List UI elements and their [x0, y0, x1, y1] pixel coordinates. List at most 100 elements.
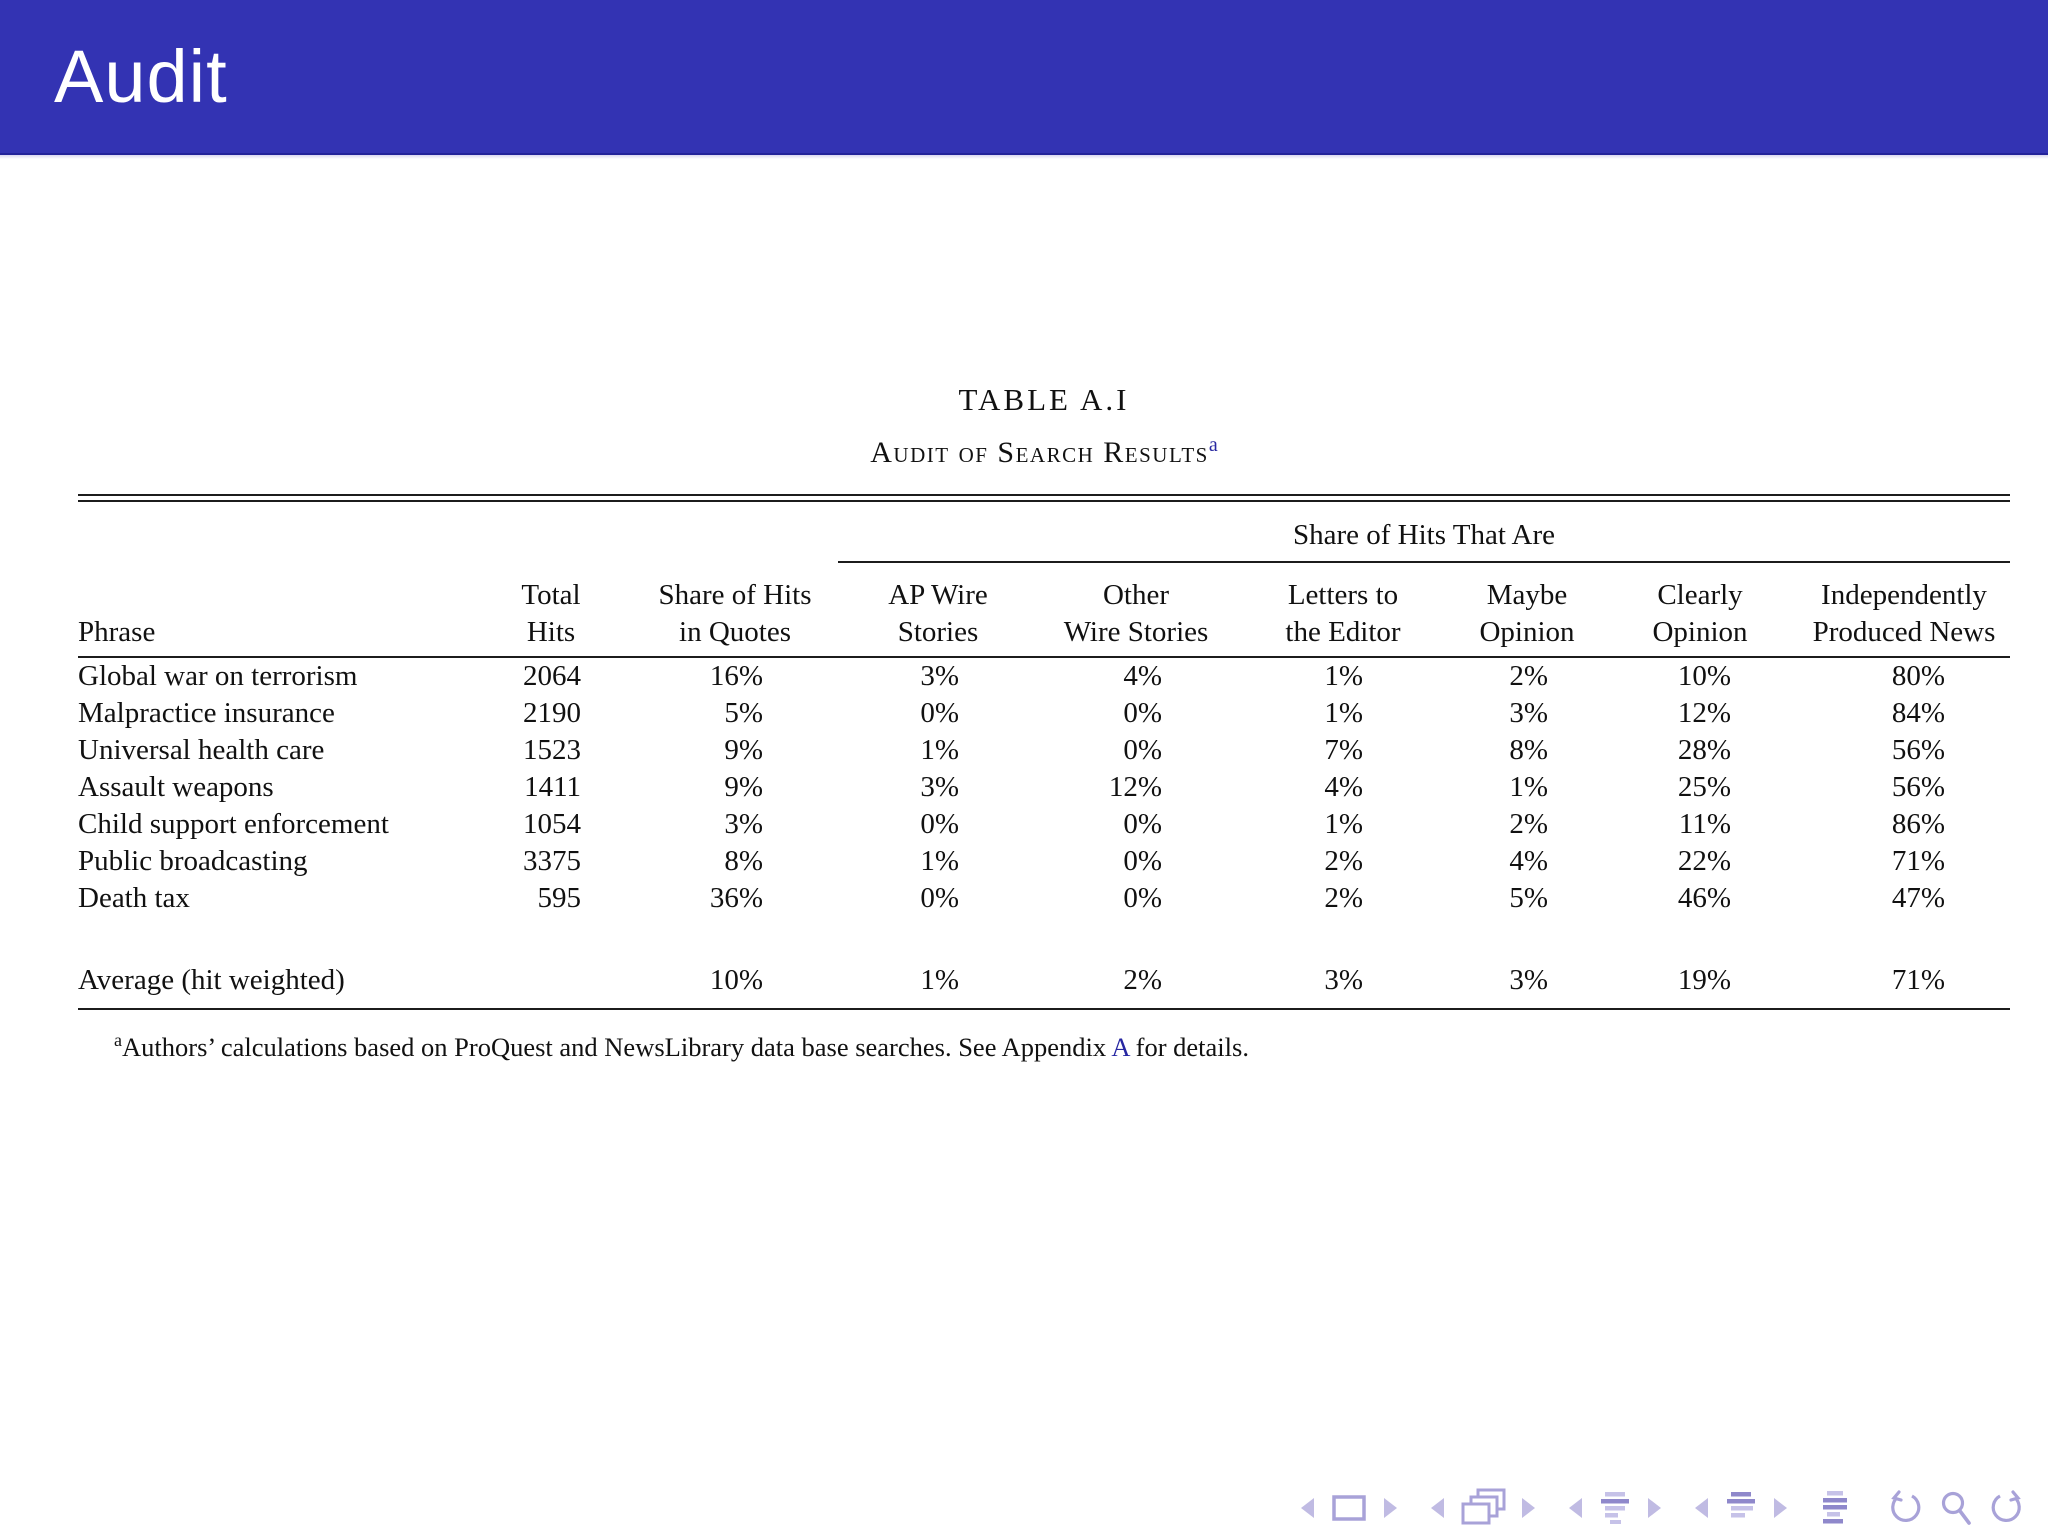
value-cell: 0% [1123, 697, 1162, 729]
value-cell: 4% [1123, 660, 1162, 692]
subsection-nav-group [1568, 1491, 1662, 1525]
value-cell: 7% [1324, 734, 1363, 766]
frame-next-icon[interactable] [1521, 1497, 1536, 1519]
column-header: Independently Produced News [1798, 562, 2010, 658]
value-cell: 2% [1509, 808, 1548, 840]
column-header: Clearly Opinion [1602, 562, 1798, 658]
column-header-row: Phrase Total Hits Share of Hits in Quotes AP … [78, 562, 2010, 658]
value-cell: 5% [1509, 882, 1548, 914]
value-cell: 1% [1509, 771, 1548, 803]
value-cell: 3375 [523, 845, 581, 877]
average-label-cell: Average (hit weighted) [78, 947, 470, 1010]
value-cell: 0% [920, 882, 959, 914]
column-header: Letters to the Editor [1234, 562, 1452, 658]
average-value-cell: 10% [632, 947, 838, 1010]
back-icon[interactable] [1886, 1489, 1924, 1527]
value-cell: 80% [1891, 660, 1945, 692]
value-cell: 56% [1891, 771, 1945, 803]
section-icon[interactable] [1724, 1491, 1758, 1525]
value-cell: 2190 [523, 697, 581, 729]
value-cell: 2% [1509, 660, 1548, 692]
average-value-cell [470, 947, 632, 1010]
column-header: Maybe Opinion [1452, 562, 1602, 658]
value-cell: 86% [1891, 808, 1945, 840]
value-cell: 0% [1123, 734, 1162, 766]
phrase-cell: Universal health care [78, 734, 325, 766]
value-cell: 11% [1678, 808, 1731, 840]
value-cell: 3% [724, 808, 763, 840]
value-cell: 25% [1677, 771, 1731, 803]
phrase-cell: Assault weapons [78, 771, 274, 803]
find-icon[interactable] [1939, 1489, 1973, 1527]
appendix-icon[interactable] [1820, 1490, 1854, 1526]
subsection-prev-icon[interactable] [1568, 1497, 1583, 1519]
average-value-cell: 3% [1452, 947, 1602, 1010]
average-value-cell: 1% [838, 947, 1038, 1010]
column-header: Total Hits [470, 562, 632, 658]
table-row: Public broadcasting 3375 8% 1% 0% 2% 4% 22% 71% [78, 843, 2010, 880]
footnote-text-after: for details. [1129, 1031, 1249, 1062]
value-cell: 5% [724, 697, 763, 729]
column-header: Share of Hits in Quotes [632, 562, 838, 658]
beamer-navigation-bar [1300, 1488, 2026, 1528]
value-cell: 3% [920, 771, 959, 803]
slide-prev-icon[interactable] [1300, 1497, 1315, 1519]
span-header-row: Share of Hits That Are [78, 502, 2010, 563]
average-value-cell: 2% [1038, 947, 1234, 1010]
value-cell: 16% [709, 660, 763, 692]
frame-prev-icon[interactable] [1430, 1497, 1445, 1519]
table-footnote: aAuthors’ calculations based on ProQuest… [78, 1023, 2010, 1064]
value-cell: 10% [1677, 660, 1731, 692]
value-cell: 1411 [524, 771, 581, 803]
span-header: Share of Hits That Are [838, 502, 2010, 563]
footnote-marker: a [114, 1030, 122, 1050]
table-caption-title-text: Audit of Search Results [870, 436, 1209, 469]
slide-icon[interactable] [1330, 1493, 1368, 1523]
value-cell: 0% [1123, 882, 1162, 914]
average-value-cell: 3% [1234, 947, 1452, 1010]
value-cell: 56% [1891, 734, 1945, 766]
appendix-nav-group [1820, 1490, 1854, 1526]
appendix-link[interactable]: A [1111, 1031, 1129, 1062]
frame-title-bar: Audit [0, 0, 2048, 159]
phrase-cell: Public broadcasting [78, 845, 308, 877]
section-prev-icon[interactable] [1694, 1497, 1709, 1519]
frame-nav-group [1430, 1488, 1536, 1528]
table-row: Assault weapons 1411 9% 3% 12% 4% 1% 25% 56% [78, 769, 2010, 806]
subsection-icon[interactable] [1598, 1491, 1632, 1525]
value-cell: 0% [920, 697, 959, 729]
table-row: Child support enforcement 1054 3% 0% 0% 1% 2% 1… [78, 806, 2010, 843]
forward-icon[interactable] [1988, 1489, 2026, 1527]
phrase-cell: Malpractice insurance [78, 697, 335, 729]
span-header-empty [78, 502, 838, 562]
slide-next-icon[interactable] [1383, 1497, 1398, 1519]
value-cell: 71% [1891, 845, 1945, 877]
table-row: Death tax 595 36% 0% 0% 2% 5% 46% 47% [78, 880, 2010, 917]
value-cell: 12% [1677, 697, 1731, 729]
column-header-phrase: Phrase [78, 562, 470, 658]
value-cell: 2064 [523, 660, 581, 692]
audit-table: Share of Hits That Are Phrase Total Hits Sh… [78, 502, 2010, 1010]
section-next-icon[interactable] [1773, 1497, 1788, 1519]
value-cell: 84% [1891, 697, 1945, 729]
value-cell: 0% [920, 808, 959, 840]
value-cell: 8% [1509, 734, 1548, 766]
subsection-next-icon[interactable] [1647, 1497, 1662, 1519]
value-cell: 1% [1324, 697, 1363, 729]
average-row: Average (hit weighted) 10% 1% 2% 3% 3% 19% 71% [78, 947, 2010, 1010]
value-cell: 22% [1677, 845, 1731, 877]
value-cell: 3% [1509, 697, 1548, 729]
value-cell: 1% [1324, 808, 1363, 840]
value-cell: 1% [920, 845, 959, 877]
slide-nav-group [1300, 1493, 1398, 1523]
value-cell: 1% [1324, 660, 1363, 692]
value-cell: 1% [920, 734, 959, 766]
history-nav-group [1886, 1489, 2026, 1527]
footnote-text-before: Authors’ calculations based on ProQuest … [122, 1031, 1112, 1062]
table-caption-title: Audit of Search Resultsa [78, 427, 2010, 471]
table-a1: TABLE A.I Audit of Search Resultsa Share… [78, 382, 2010, 1064]
value-cell: 12% [1108, 771, 1162, 803]
phrase-cell: Child support enforcement [78, 808, 389, 840]
value-cell: 9% [724, 771, 763, 803]
frame-icon[interactable] [1460, 1488, 1506, 1528]
